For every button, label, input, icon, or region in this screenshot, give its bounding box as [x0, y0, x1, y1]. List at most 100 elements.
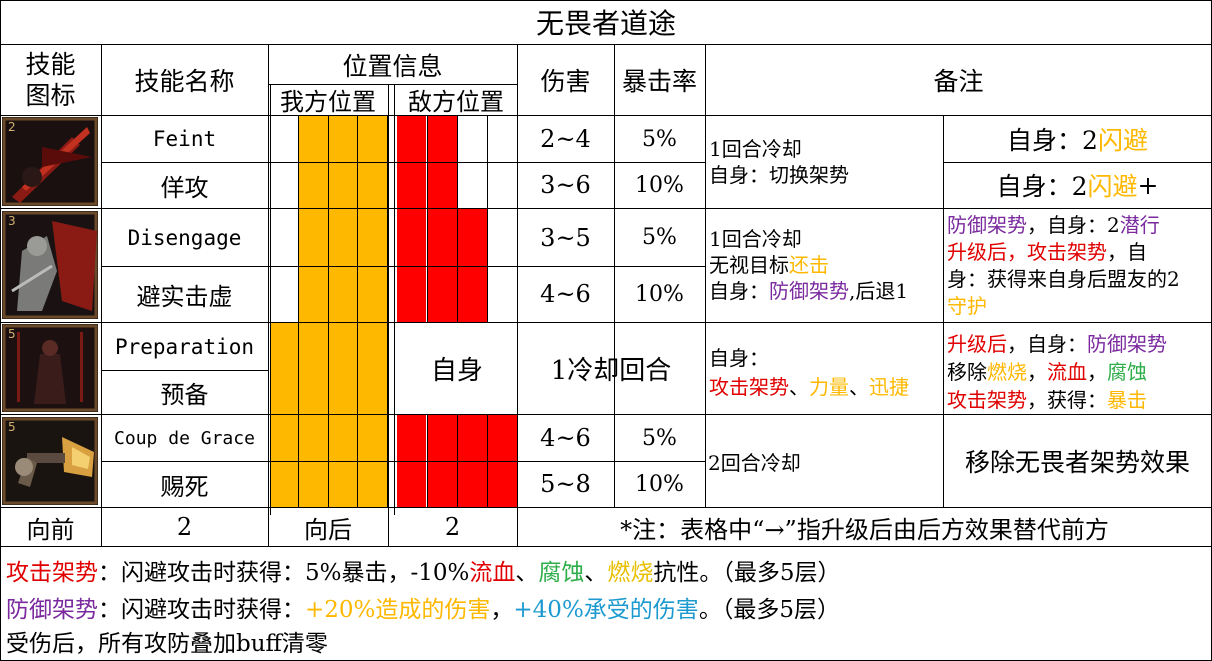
own-slot-filled	[358, 209, 387, 322]
grid-line	[0, 115, 1212, 116]
coup-cooldown-note: 2回合冷却	[708, 450, 801, 475]
grid-line	[0, 208, 1212, 209]
disengage-right-note: 防御架势，自身：2潜行 升级后，攻击架势，自 身：获得来自身后盟友的2 守护	[947, 213, 1180, 318]
sword-slash-icon: 2	[2, 117, 98, 206]
skill-name-cn-feint: 佯攻	[160, 173, 209, 202]
feint-cooldown-note: 1回合冷却 自身：切换架势	[709, 137, 849, 187]
grid-line	[0, 322, 1212, 323]
skill-name-en-disengage: Disengage	[127, 225, 242, 250]
upgrade-arrow-note: *注：表格中“→”指升级后由后方效果替代前方	[620, 515, 1109, 544]
grid-line	[0, 414, 1212, 415]
enemy-slot-filled	[458, 209, 487, 322]
grid-line	[517, 162, 614, 163]
grid-line	[298, 116, 299, 507]
svg-text:2: 2	[8, 120, 16, 134]
feint-right-note-2: 自身：2 闪避 +	[996, 170, 1159, 202]
skill-name-cn-disengage: 避实击虚	[136, 282, 233, 311]
svg-text:3: 3	[8, 214, 16, 228]
grid-line	[0, 507, 1212, 508]
svg-text:5: 5	[8, 420, 16, 434]
crit-value: 5%	[642, 225, 677, 250]
grid-line	[394, 84, 395, 515]
crit-value: 5%	[642, 126, 677, 152]
preparation-note: 自身： 攻击架势、力量、迅捷	[709, 346, 909, 399]
header-position-info: 位置信息	[342, 51, 443, 81]
svg-text:5: 5	[8, 327, 16, 341]
preparation-right-note: 升级后，自身：防御架势 移除燃烧，流血，腐蚀 攻击架势，获得：暴击	[947, 332, 1167, 412]
skill-name-en-coup-de-grace: Coup de Grace	[114, 427, 255, 449]
grid-line	[517, 461, 705, 462]
grid-line	[427, 116, 428, 323]
preparation-self-label: 自身	[430, 356, 483, 386]
back-label: 向后	[304, 515, 352, 544]
own-slot-filled	[329, 209, 358, 322]
header-own-position: 我方位置	[280, 88, 376, 115]
header-enemy-position: 敌方位置	[408, 88, 504, 115]
crit-value: 5%	[642, 425, 677, 451]
grid-line	[101, 266, 517, 267]
grid-line	[101, 370, 268, 371]
grid-line	[487, 116, 488, 323]
pistol-shot-icon: 5	[2, 417, 98, 505]
grid-line	[101, 461, 517, 462]
grid-line	[614, 415, 615, 507]
attack-stance-line: 攻击架势：闪避攻击时获得：5%暴击，-10%流血、腐蚀、燃烧抗性。（最多5层）	[6, 560, 841, 586]
grid-line	[101, 162, 517, 163]
page-title: 无畏者道途	[535, 7, 676, 40]
damage-value: 3~5	[540, 223, 591, 252]
feint-right-note-1: 自身：2 闪避	[1007, 126, 1148, 155]
grid-line	[427, 415, 428, 507]
grid-line	[388, 84, 389, 546]
skill-name-en-feint: Feint	[152, 127, 217, 151]
header-icon-col: 技能 图标	[0, 45, 101, 115]
grid-line	[943, 116, 944, 507]
header-skill-name: 技能名称	[134, 67, 235, 96]
grid-line	[457, 415, 458, 507]
enemy-slot-filled	[397, 209, 426, 322]
defense-stance-line: 防御架势：闪避攻击时获得：+20%造成的伤害，+40%承受的伤害。（最多5层）	[6, 597, 840, 623]
header-icon-line1: 技能	[25, 50, 76, 79]
grid-line	[487, 415, 488, 507]
skill-name-cn-coup-de-grace: 赐死	[160, 472, 209, 501]
header-crit: 暴击率	[621, 67, 697, 96]
grid-line	[270, 84, 271, 515]
skill-name-cn-preparation: 预备	[160, 380, 209, 409]
forward-label: 向前	[26, 515, 75, 544]
grid-line	[268, 45, 269, 546]
grid-line	[387, 116, 388, 507]
damage-value: 4~6	[540, 424, 591, 452]
own-slot-filled	[358, 323, 387, 414]
grid-line	[0, 0, 1212, 1]
crit-value: 10%	[635, 281, 684, 307]
header-notes: 备注	[933, 67, 984, 96]
grid-line	[614, 45, 615, 415]
crit-value: 10%	[635, 172, 684, 198]
grid-line	[101, 45, 102, 546]
own-slot-filled	[270, 323, 299, 414]
own-slot-filled	[299, 209, 328, 322]
disengage-cooldown-note: 1回合冷却 无视目标还击 自身：防御架势,后退1	[709, 227, 909, 303]
header-icon-line2: 图标	[25, 81, 76, 110]
grid-line	[517, 45, 518, 546]
damage-value: 2~4	[540, 125, 591, 153]
grid-line	[328, 116, 329, 507]
skill-name-en-preparation: Preparation	[114, 334, 255, 359]
grid-line	[268, 84, 517, 85]
grid-line	[517, 266, 705, 267]
grid-line	[0, 44, 1212, 45]
cloaked-figure-retreat-icon: 3	[2, 211, 98, 319]
standing-figure-icon: 5	[2, 324, 98, 412]
damage-value: 3~6	[540, 171, 591, 199]
grid-line	[943, 162, 1212, 163]
damage-reset-line: 受伤后，所有攻防叠加buff清零	[6, 631, 328, 657]
own-slot-filled	[299, 323, 328, 414]
enemy-slot-filled	[428, 209, 457, 322]
damage-value: 4~6	[540, 280, 591, 308]
coup-right-note: 移除无畏者架势效果	[964, 448, 1190, 477]
grid-line	[0, 0, 1, 661]
grid-line	[0, 546, 1212, 547]
forward-value: 2	[176, 513, 193, 541]
crit-value: 10%	[635, 471, 684, 497]
header-damage: 伤害	[540, 67, 591, 96]
